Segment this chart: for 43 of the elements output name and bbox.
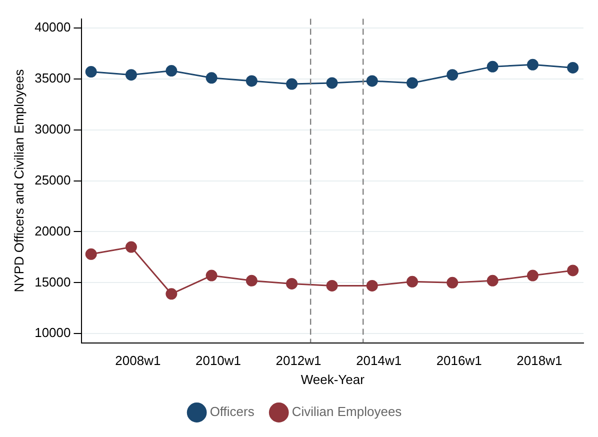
point [286,78,298,90]
point [166,288,178,300]
point [446,69,458,81]
y-tick-label: 25000 [34,172,71,188]
legend-label: Officers [210,404,255,420]
x-tick-label: 2018w1 [516,353,562,368]
point [486,274,498,286]
point [326,280,338,292]
point [286,278,298,290]
y-tick-label: 40000 [34,20,71,35]
y-tick-label: 10000 [34,325,71,340]
point [486,60,498,72]
point [567,264,579,276]
legend-label: Civilian Employees [292,404,402,420]
point [85,248,97,260]
y-tick-label: 15000 [34,274,71,290]
point [366,280,378,292]
point [125,241,137,253]
point [366,75,378,87]
y-tick-label: 30000 [34,121,71,136]
x-axis-title: Week-Year [300,372,366,387]
point [166,65,178,77]
point [246,75,258,87]
x-tick-label: 2016w1 [436,353,482,368]
point [446,276,458,288]
point [206,72,218,84]
y-axis-title: NYPD Officers and Civilian Employees [11,68,26,292]
point [526,270,538,282]
x-tick-label: 2014w1 [356,353,402,368]
point [206,270,218,282]
point [567,62,579,74]
x-tick-label: 2012w1 [276,353,322,368]
point [85,66,97,78]
y-tick-label: 35000 [34,70,71,86]
point [406,77,418,89]
x-tick-label: 2010w1 [195,353,242,368]
point [125,69,137,81]
x-tick-label: 2008w1 [115,353,161,368]
y-tick-label: 20000 [34,223,71,238]
point [246,274,258,286]
point [326,77,338,89]
point [526,58,538,70]
point [406,276,418,288]
